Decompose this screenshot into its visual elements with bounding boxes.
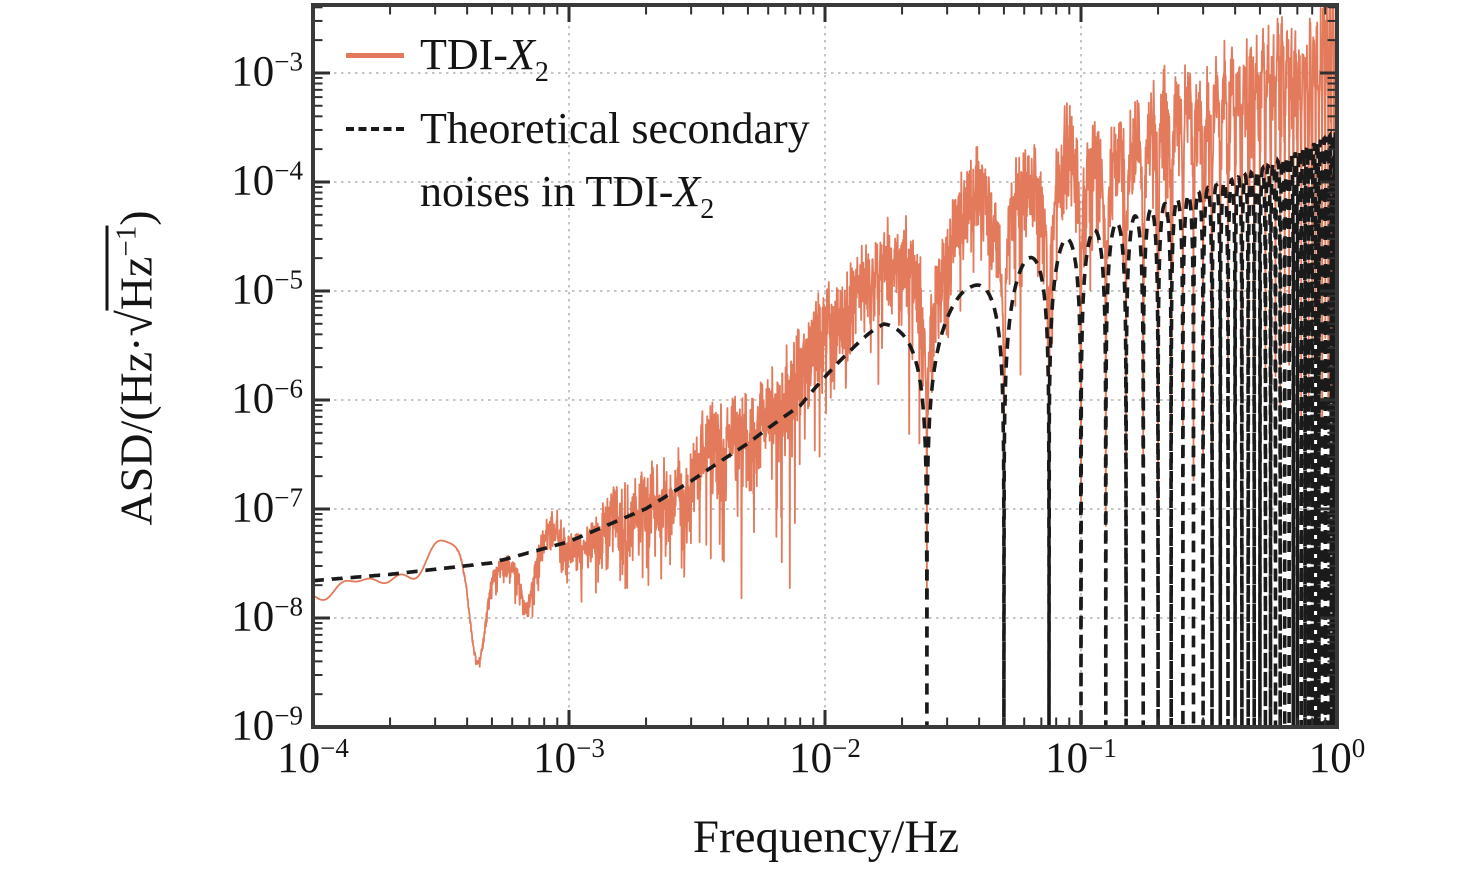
x-tick-label: 10−1 xyxy=(1045,733,1117,782)
x-tick-label: 10−4 xyxy=(277,733,349,782)
legend-label: TDI-X2 xyxy=(420,30,549,88)
legend-item-tdi-x2: TDI-X2 xyxy=(346,24,810,88)
legend: TDI-X2 Theoretical secondary noises in TDI… xyxy=(346,24,810,235)
tdi-x2-curve xyxy=(312,4,1338,668)
y-tick-label: 10−3 xyxy=(231,46,303,96)
y-tick-label: 10−5 xyxy=(231,264,303,314)
plot-frame xyxy=(311,3,1339,729)
y-tick-label: 10−7 xyxy=(231,482,303,532)
legend-label: Theoretical secondary noises in TDI-X2 xyxy=(420,104,810,225)
x-tick-label: 10−3 xyxy=(533,733,605,782)
theory-noise-curve xyxy=(312,130,1339,728)
y-axis-title: ASD/(Hz·√Hz−1) xyxy=(105,210,164,526)
y-tick-label: 10−4 xyxy=(231,155,303,205)
y-tick-label: 10−9 xyxy=(231,700,303,750)
legend-swatch-dashed-line xyxy=(346,127,404,132)
grid xyxy=(313,5,1337,727)
y-tick-label: 10−6 xyxy=(231,373,303,423)
legend-item-theory: Theoretical secondary noises in TDI-X2 xyxy=(346,98,810,225)
legend-swatch-solid-line xyxy=(346,52,404,58)
x-tick-label: 100 xyxy=(1308,733,1366,782)
x-axis-title: Frequency/Hz xyxy=(692,811,960,863)
y-tick-label: 10−8 xyxy=(231,591,303,641)
x-tick-label: 10−2 xyxy=(789,733,861,782)
